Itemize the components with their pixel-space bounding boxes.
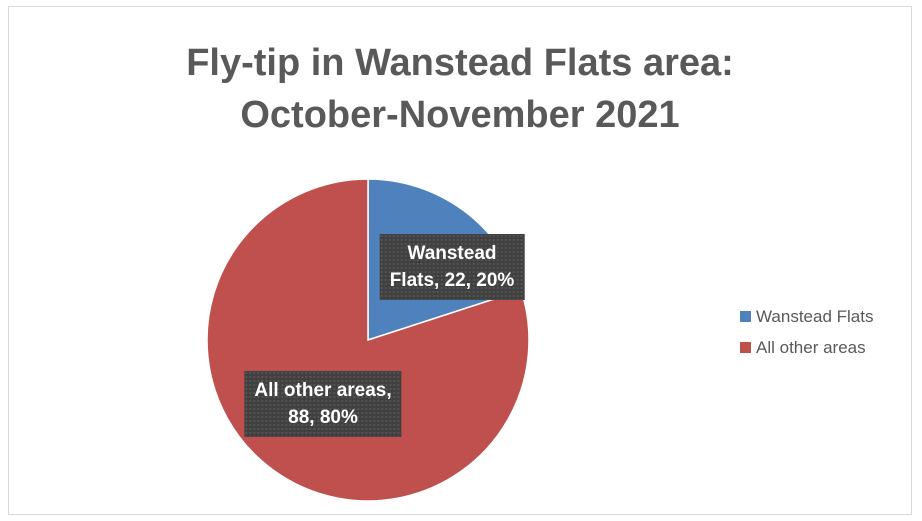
legend-swatch-all-other-areas [740,342,751,353]
data-label-all-other-areas-line-1: All other areas, [254,380,392,401]
legend-swatch-wanstead-flats [740,311,751,322]
chart-title-line-1: Fly-tip in Wanstead Flats area: [186,42,734,84]
legend: Wanstead Flats All other areas [740,305,873,367]
chart-title-line-2: October-November 2021 [240,94,680,136]
legend-label-all-other-areas: All other areas [756,337,866,357]
chart-area: Fly-tip in Wanstead Flats area: October-… [8,6,912,515]
chart-title: Fly-tip in Wanstead Flats area: October-… [9,37,911,141]
data-label-wanstead-flats: Wanstead Flats, 22, 20% [379,234,525,300]
data-label-wanstead-flats-line-2: Flats, 22, 20% [389,270,515,291]
data-label-all-other-areas-line-2: 88, 80% [288,407,358,428]
legend-label-wanstead-flats: Wanstead Flats [756,306,874,326]
legend-item-wanstead-flats: Wanstead Flats [740,305,873,328]
legend-item-all-other-areas: All other areas [740,336,873,359]
data-label-wanstead-flats-line-1: Wanstead [407,243,497,264]
data-label-all-other-areas: All other areas, 88, 80% [244,371,402,437]
